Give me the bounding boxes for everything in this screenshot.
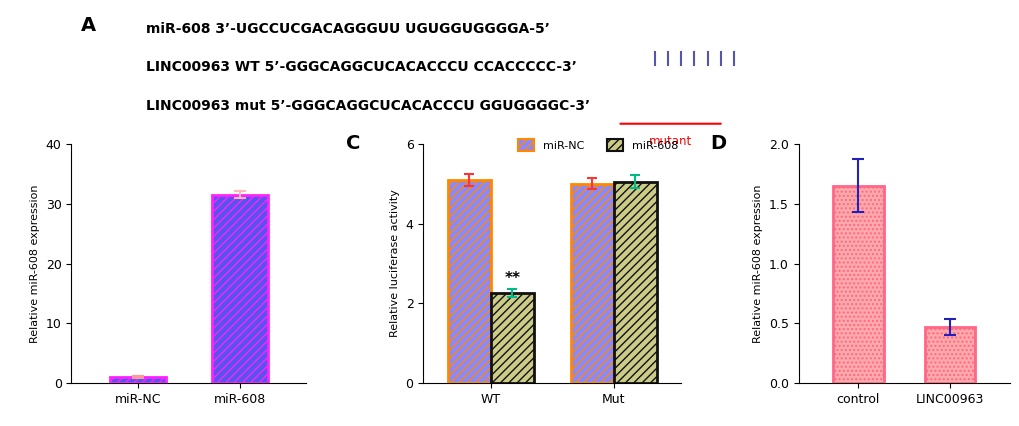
Text: **: ** [504, 271, 520, 285]
Bar [613, 181, 656, 383]
Bar [490, 294, 533, 383]
Bar [447, 180, 490, 383]
Text: miR-608 3’-UGCCUCGACAGGGUU UGUGGUGGGGA-5’: miR-608 3’-UGCCUCGACAGGGUU UGUGGUGGGGA-5… [147, 22, 550, 36]
Y-axis label: Relative luciferase activity: Relative luciferase activity [389, 190, 399, 337]
Bar [924, 327, 974, 383]
Text: LINC00963 mut 5’-GGGCAGGCUCACACCCU GGUGGGGC-3’: LINC00963 mut 5’-GGGCAGGCUCACACCCU GGUGG… [147, 99, 590, 113]
Text: C: C [345, 134, 360, 153]
Bar [212, 195, 267, 383]
Y-axis label: Relative miR-608 expression: Relative miR-608 expression [31, 184, 40, 343]
Text: mutant: mutant [648, 135, 691, 148]
Bar [833, 186, 882, 383]
Legend: miR-NC, miR-608: miR-NC, miR-608 [515, 137, 681, 153]
Bar [571, 184, 613, 383]
Text: A: A [81, 16, 96, 35]
Text: D: D [709, 134, 726, 153]
Text: LINC00963 WT 5’-GGGCAGGCUCACACCCU CCACCCCC-3’: LINC00963 WT 5’-GGGCAGGCUCACACCCU CCACCC… [147, 60, 577, 74]
Y-axis label: Relative miR-608 expression: Relative miR-608 expression [753, 184, 762, 343]
Bar [110, 377, 166, 383]
